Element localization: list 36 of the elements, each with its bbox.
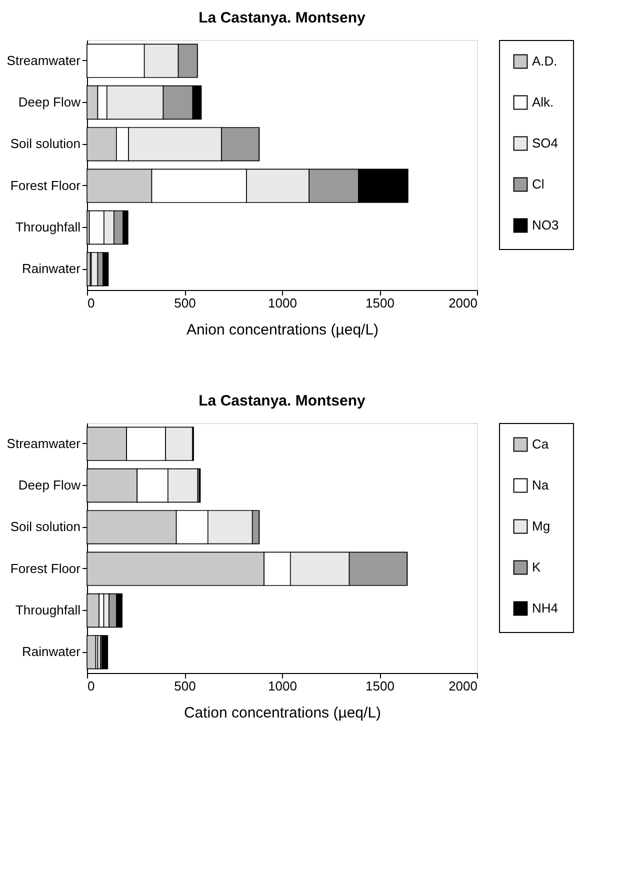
x-tick-label: 1000: [268, 296, 297, 310]
y-tick-label: Rainwater: [22, 261, 82, 276]
y-tick-label: Forest Floor: [10, 560, 82, 576]
x-tick-label: 2000: [448, 678, 478, 694]
legend-label: Ca: [532, 436, 550, 452]
legend-label: A.D.: [532, 54, 558, 68]
legend-label: Cl: [532, 176, 544, 192]
x-tick-label: 0: [88, 678, 95, 694]
chart-title: La Castanya. Montseny: [198, 10, 366, 26]
y-tick-label: Soil solution: [10, 136, 80, 152]
y-tick-label: Throughfall: [15, 602, 81, 618]
y-tick-label: Forest Floor: [10, 178, 82, 193]
y-tick-label: Deep Flow: [18, 478, 82, 492]
x-tick-label: 2000: [448, 296, 478, 310]
y-tick-label: Deep Flow: [18, 94, 82, 110]
x-tick-label: 500: [174, 296, 196, 310]
legend-label: K: [532, 560, 541, 574]
x-tick-label: 1500: [366, 678, 394, 694]
x-tick-label: 0: [88, 296, 95, 310]
legend-label: Mg: [532, 518, 550, 534]
y-tick-label: Soil solution: [10, 519, 80, 534]
y-tick-label: Streamwater: [6, 436, 82, 451]
y-tick-label: Rainwater: [22, 644, 82, 660]
legend-label: NH4: [532, 600, 558, 616]
legend-label: NO3: [532, 218, 559, 232]
x-axis-title: Anion concentrations (µeq/L): [186, 322, 379, 338]
y-tick-label: Throughfall: [15, 220, 81, 234]
x-tick-label: 1000: [268, 678, 297, 694]
x-axis-title: Cation concentrations (µeq/L): [184, 704, 382, 722]
legend-label: SO4: [532, 136, 558, 150]
legend-label: Na: [532, 478, 550, 492]
legend-label: Alk.: [532, 94, 554, 110]
x-tick-label: 500: [174, 678, 196, 694]
x-tick-label: 1500: [366, 296, 394, 310]
chart-title: La Castanya. Montseny: [198, 392, 366, 410]
y-tick-label: Streamwater: [6, 52, 82, 68]
